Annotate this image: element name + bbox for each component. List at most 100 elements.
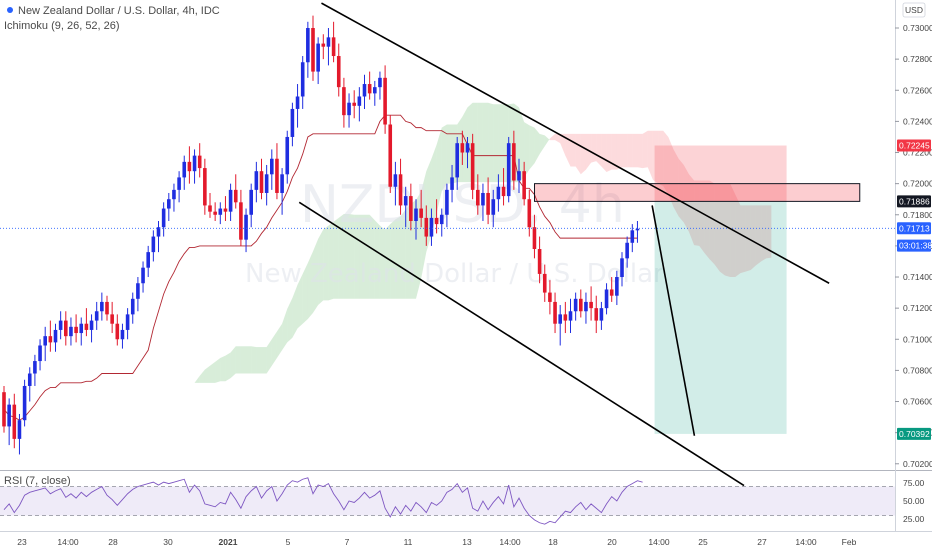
candle-body: [208, 205, 212, 212]
candle-body: [182, 161, 187, 178]
cloud-segment: [755, 205, 762, 266]
candle-body: [615, 277, 619, 296]
cloud-segment: [385, 224, 391, 299]
symbol-watermark: NZDUSD, 4h New Zealand Dollar / U.S. Dol…: [245, 175, 664, 289]
cloud-segment: [364, 214, 370, 299]
cloud-segment: [658, 130, 664, 186]
cloud-segment: [374, 220, 380, 299]
cloud-segment: [611, 133, 617, 170]
cloud-segment: [477, 102, 483, 183]
candle-body: [342, 87, 346, 116]
cloud-segment: [421, 171, 427, 279]
candle-body: [403, 196, 408, 206]
rsi-legend: RSI (7, close): [4, 475, 71, 487]
price-tag: [897, 222, 931, 235]
cloud-segment: [143, 415, 149, 418]
cloud-segment: [647, 130, 653, 180]
cloud-segment: [549, 133, 556, 141]
candle-body: [599, 308, 604, 321]
legend-dot-icon: [7, 7, 13, 13]
cloud-segment: [292, 284, 298, 338]
candle-body: [64, 320, 68, 337]
date-tick-label: 14:00: [795, 537, 817, 547]
chart-title: New Zealand Dollar / U.S. Dollar, 4h, ID…: [18, 5, 220, 17]
candle-body: [378, 77, 382, 88]
candle-body: [409, 196, 413, 221]
candle-body: [311, 28, 315, 72]
cloud-segment: [704, 180, 710, 260]
cloud-segment: [529, 125, 535, 170]
time-axis[interactable]: 23 14:00 28 30 2021 5 7 11 13 14:00 18 20 14:00 25 27 1…: [17, 537, 856, 547]
date-tick-label: 5: [286, 537, 291, 547]
candle-body: [336, 56, 341, 88]
cloud-segment: [338, 213, 344, 299]
candle-body: [481, 192, 485, 206]
rsi-tick-label: 75.00: [903, 478, 925, 488]
cloud-segment: [189, 382, 195, 388]
candle-body: [161, 208, 166, 228]
upper-channel-line: [321, 2, 830, 284]
candle-body: [439, 214, 444, 225]
candle-body: [316, 43, 320, 72]
cloud-segment: [596, 133, 602, 167]
trend-drawings[interactable]: [0, 2, 895, 487]
cloud-segment: [215, 357, 221, 383]
candle-body: [197, 155, 202, 169]
candle-body: [491, 199, 496, 215]
candle-body: [254, 171, 259, 190]
candle-body: [156, 227, 161, 237]
cloud-segment: [642, 130, 648, 169]
cloud-segment: [163, 404, 169, 411]
date-tick-label: 25: [698, 537, 708, 547]
candle-body: [33, 361, 37, 374]
candle-body: [383, 77, 387, 125]
candle-body: [630, 230, 635, 243]
cloud-segment: [179, 387, 185, 391]
date-tick-label: 14:00: [499, 537, 521, 547]
candle-body: [579, 298, 583, 312]
candle-body: [244, 214, 248, 240]
cloud-segment: [276, 323, 283, 358]
cloud-segment: [627, 133, 633, 168]
cloud-segment: [240, 346, 247, 374]
cloud-segment: [519, 107, 525, 183]
price-tick-label: 0.72000: [903, 179, 932, 189]
cloud-segment: [230, 346, 236, 379]
cloud-segment: [560, 133, 566, 156]
cloud-segment: [694, 180, 700, 246]
candle-body: [542, 273, 547, 293]
candle-body: [53, 329, 58, 343]
price-tag-label: 0.70392: [899, 429, 930, 439]
cloud-segment: [544, 135, 550, 147]
rsi-line: [3, 477, 643, 525]
candle-body: [496, 186, 501, 200]
price-tick-label: 0.71800: [903, 210, 932, 220]
candle-body: [295, 96, 300, 109]
cloud-segment: [591, 133, 597, 163]
candle-body: [517, 171, 521, 181]
chart-legend: New Zealand Dollar / U.S. Dollar, 4h, ID…: [4, 5, 220, 32]
candle-body: [373, 87, 377, 94]
cloud-segment: [220, 355, 226, 382]
cloud-segment: [622, 133, 628, 168]
cloud-segment: [735, 194, 741, 278]
candle-body: [43, 336, 47, 346]
candle-body: [362, 84, 367, 97]
candle-body: [512, 143, 516, 181]
candle-body: [331, 37, 336, 57]
candle-body: [450, 177, 454, 190]
price-tick-label: 0.70800: [903, 365, 932, 375]
cloud-segment: [194, 375, 200, 383]
candle-body: [501, 186, 506, 197]
cloud-segment: [725, 183, 731, 278]
candle-body: [553, 301, 557, 324]
price-axis[interactable]: 0.73000 0.72800 0.72600 0.72400 0.72200 0.720…: [895, 23, 932, 469]
cloud-segment: [750, 205, 756, 271]
long-short-position[interactable]: [654, 145, 787, 434]
candle-body: [620, 258, 624, 278]
candle-body: [130, 298, 135, 315]
date-tick-label: 28: [108, 537, 118, 547]
cloud-segment: [271, 331, 277, 366]
currency-badge[interactable]: USD: [902, 2, 926, 18]
